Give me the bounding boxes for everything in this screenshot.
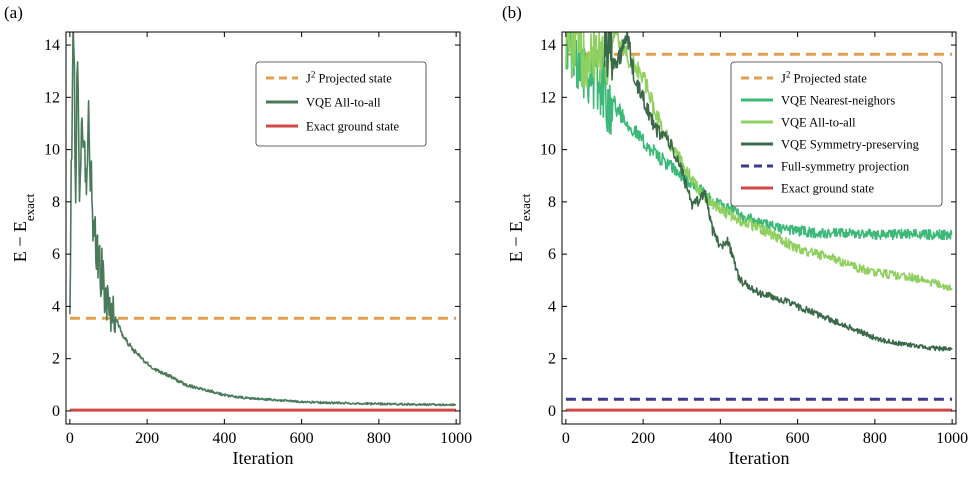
y-tick-label: 4 bbox=[52, 298, 60, 315]
y-tick-label: 14 bbox=[540, 37, 556, 54]
y-tick-label: 10 bbox=[540, 142, 556, 159]
legend-entry: VQE Symmetry-preserving bbox=[781, 138, 920, 152]
y-tick-label: 6 bbox=[52, 246, 60, 263]
x-tick-label: 200 bbox=[135, 430, 159, 447]
legend-entry-j: J bbox=[306, 72, 311, 86]
y-tick-label: 8 bbox=[548, 194, 556, 211]
legend-frame bbox=[730, 61, 943, 207]
series-line-3 bbox=[603, 32, 953, 352]
legend: J2 Projected state VQE All-to-all Exact gr… bbox=[255, 61, 427, 147]
legend-entry-rest: Projected state bbox=[315, 72, 392, 86]
y-tick-label: 4 bbox=[548, 298, 556, 315]
y-tick-label: 12 bbox=[44, 89, 60, 106]
plot-area bbox=[565, 32, 953, 412]
legend: J2 Projected state VQE Nearest-neighors VQ… bbox=[730, 61, 943, 207]
axes-frame bbox=[561, 31, 957, 425]
x-tick-label: 600 bbox=[786, 430, 810, 447]
panel-label: (a) bbox=[4, 3, 23, 22]
legend-entry: VQE All-to-all bbox=[781, 116, 856, 130]
legend-entry: Exact ground state bbox=[306, 120, 399, 134]
y-axis-label: E − Eexact bbox=[10, 193, 37, 262]
x-tick-label: 200 bbox=[631, 430, 655, 447]
x-tick-label: 600 bbox=[290, 430, 314, 447]
x-tick-label: 0 bbox=[562, 430, 570, 447]
x-tick-label: 400 bbox=[708, 430, 732, 447]
legend-entry-sup: 2 bbox=[311, 70, 316, 80]
y-tick-label: 0 bbox=[548, 403, 556, 420]
plot-area bbox=[69, 32, 457, 412]
panel-label: (b) bbox=[502, 3, 522, 22]
legend-entry-rest: Projected state bbox=[790, 72, 867, 86]
legend-entry: VQE Nearest-neighors bbox=[781, 94, 895, 108]
y-axis-label-sub: exact bbox=[518, 193, 533, 221]
y-tick-label: 6 bbox=[548, 246, 556, 263]
y-tick-label: 10 bbox=[44, 142, 60, 159]
y-tick-label: 2 bbox=[548, 351, 556, 368]
y-axis-label-main: E − E bbox=[506, 221, 526, 262]
legend-entry: Exact ground state bbox=[781, 182, 874, 196]
y-tick-label: 0 bbox=[52, 403, 60, 420]
series-line-2 bbox=[565, 32, 953, 292]
axes-frame bbox=[65, 31, 461, 425]
x-tick-label: 800 bbox=[367, 430, 391, 447]
legend-frame bbox=[255, 61, 427, 147]
legend-entry: Full-symmetry projection bbox=[781, 160, 910, 174]
y-tick-label: 14 bbox=[44, 37, 60, 54]
y-axis-label-main: E − E bbox=[10, 221, 30, 262]
x-tick-label: 1000 bbox=[440, 430, 472, 447]
legend-entry-j: J bbox=[781, 72, 786, 86]
x-axis-label: Iteration bbox=[729, 448, 790, 468]
y-tick-label: 2 bbox=[52, 351, 60, 368]
x-tick-label: 1000 bbox=[936, 430, 968, 447]
legend-entry-sup: 2 bbox=[786, 70, 791, 80]
y-axis-label: E − Eexact bbox=[506, 193, 533, 262]
series-line-1 bbox=[565, 32, 953, 241]
legend-entry: VQE All-to-all bbox=[306, 96, 381, 110]
x-tick-label: 800 bbox=[863, 430, 887, 447]
y-axis-label-sub: exact bbox=[22, 193, 37, 221]
series-line-1 bbox=[69, 32, 457, 407]
legend-entry: J2 Projected state bbox=[781, 70, 867, 86]
x-axis-label: Iteration bbox=[233, 448, 294, 468]
chart-panel-a: (a) 0 200 400 600 800 1000 0 2 4 6 8 10 12 14 Iteration… bbox=[4, 3, 472, 468]
x-tick-label: 0 bbox=[66, 430, 74, 447]
x-tick-label: 400 bbox=[212, 430, 236, 447]
legend-entry: J2 Projected state bbox=[306, 70, 392, 86]
y-tick-label: 12 bbox=[540, 89, 556, 106]
y-tick-label: 8 bbox=[52, 194, 60, 211]
chart-panel-b: (b) 0 200 400 600 800 1000 0 2 4 6 8 10 12 14 Iteration… bbox=[502, 3, 968, 468]
